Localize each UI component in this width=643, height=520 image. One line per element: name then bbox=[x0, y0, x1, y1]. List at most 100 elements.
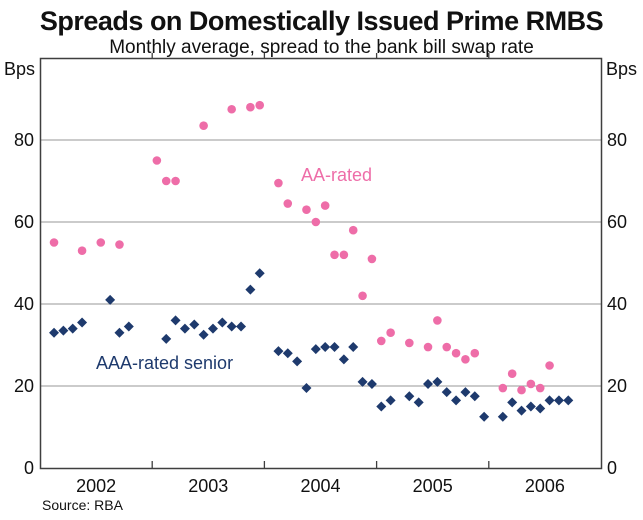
data-point-aa-rated bbox=[451, 348, 461, 358]
data-point-aa-rated bbox=[386, 328, 395, 338]
data-point-aa-rated bbox=[152, 156, 162, 165]
data-point-aa-rated bbox=[199, 121, 208, 130]
data-point-aaa-rated-senior bbox=[310, 344, 321, 355]
data-point-aaa-rated-senior bbox=[507, 397, 518, 408]
data-point-aaa-rated-senior bbox=[525, 401, 536, 412]
data-point-aaa-rated-senior bbox=[329, 342, 340, 353]
data-point-aaa-rated-senior bbox=[376, 401, 387, 412]
data-point-aaa-rated-senior bbox=[58, 325, 69, 336]
x-year-label-2002: 2002 bbox=[76, 476, 116, 496]
y-axis-unit-right: Bps bbox=[606, 59, 638, 79]
data-point-aaa-rated-senior bbox=[423, 378, 434, 389]
data-point-aaa-rated-senior bbox=[404, 391, 415, 402]
data-point-aaa-rated-senior bbox=[357, 376, 368, 387]
y-tick-label-right-60: 60 bbox=[607, 212, 627, 232]
data-point-aaa-rated-senior bbox=[282, 348, 293, 359]
data-point-aaa-rated-senior bbox=[469, 391, 480, 402]
data-point-aaa-rated-senior bbox=[254, 268, 265, 279]
data-point-aaa-rated-senior bbox=[226, 321, 237, 332]
data-point-aaa-rated-senior bbox=[179, 323, 190, 334]
data-point-aa-rated bbox=[526, 379, 536, 389]
data-point-aaa-rated-senior bbox=[460, 387, 471, 398]
series-label-aaa-rated-senior: AAA-rated senior bbox=[96, 353, 234, 373]
data-point-aa-rated bbox=[423, 342, 433, 352]
data-point-aaa-rated-senior bbox=[413, 397, 424, 408]
data-point-aaa-rated-senior bbox=[366, 378, 377, 389]
data-point-aaa-rated-senior bbox=[217, 317, 228, 328]
series-label-aa-rated: AA-rated bbox=[301, 165, 373, 185]
data-point-aa-rated bbox=[77, 246, 87, 255]
data-point-aa-rated bbox=[470, 348, 480, 358]
data-point-aaa-rated-senior bbox=[441, 387, 452, 398]
y-tick-label-right-0: 0 bbox=[607, 458, 617, 478]
data-point-aa-rated bbox=[517, 385, 526, 395]
data-point-aa-rated bbox=[96, 238, 106, 247]
data-point-aa-rated bbox=[227, 104, 236, 114]
data-point-aa-rated bbox=[507, 369, 517, 379]
data-point-aa-rated bbox=[115, 240, 124, 249]
data-point-aa-rated bbox=[376, 336, 386, 346]
x-year-label-2003: 2003 bbox=[188, 476, 228, 496]
data-point-aa-rated bbox=[161, 176, 171, 186]
data-point-aa-rated bbox=[255, 100, 265, 110]
data-point-aaa-rated-senior bbox=[273, 346, 284, 357]
data-point-aaa-rated-senior bbox=[451, 395, 462, 406]
data-point-aa-rated bbox=[545, 361, 554, 370]
data-point-aaa-rated-senior bbox=[198, 329, 209, 340]
data-point-aaa-rated-senior bbox=[114, 327, 125, 338]
chart-title: Spreads on Domestically Issued Prime RMB… bbox=[39, 6, 604, 36]
data-point-aaa-rated-senior bbox=[189, 319, 200, 330]
data-point-aa-rated bbox=[367, 254, 377, 264]
data-point-aa-rated bbox=[302, 205, 311, 214]
y-tick-label-right-40: 40 bbox=[607, 294, 627, 314]
data-point-aa-rated bbox=[339, 250, 349, 260]
data-point-aaa-rated-senior bbox=[432, 376, 443, 387]
data-point-aa-rated bbox=[348, 225, 358, 235]
data-point-aa-rated bbox=[171, 176, 180, 186]
data-point-aaa-rated-senior bbox=[497, 411, 508, 422]
data-point-aa-rated bbox=[246, 102, 255, 112]
data-point-aaa-rated-senior bbox=[170, 315, 181, 326]
data-point-aa-rated bbox=[49, 238, 59, 247]
data-point-aa-rated bbox=[498, 383, 508, 393]
y-tick-label-left-60: 60 bbox=[14, 212, 34, 232]
y-axis-unit-left: Bps bbox=[4, 59, 36, 79]
data-point-aaa-rated-senior bbox=[207, 323, 218, 334]
data-point-aa-rated bbox=[461, 355, 470, 364]
y-tick-label-left-40: 40 bbox=[14, 294, 34, 314]
y-tick-label-left-80: 80 bbox=[14, 130, 34, 150]
data-point-aa-rated bbox=[330, 250, 339, 260]
x-year-label-2004: 2004 bbox=[300, 476, 340, 496]
data-point-aaa-rated-senior bbox=[123, 321, 134, 332]
data-point-aaa-rated-senior bbox=[320, 342, 331, 353]
data-point-aa-rated bbox=[274, 178, 283, 188]
data-point-aaa-rated-senior bbox=[292, 356, 303, 367]
data-point-aaa-rated-senior bbox=[479, 411, 490, 422]
data-point-aaa-rated-senior bbox=[77, 317, 88, 328]
plot-frame bbox=[39, 57, 603, 470]
data-point-aaa-rated-senior bbox=[105, 294, 116, 305]
data-point-aaa-rated-senior bbox=[245, 284, 256, 295]
y-tick-label-left-20: 20 bbox=[14, 376, 34, 396]
data-point-aaa-rated-senior bbox=[67, 323, 78, 334]
data-point-aaa-rated-senior bbox=[348, 342, 359, 353]
y-tick-label-right-20: 20 bbox=[607, 376, 627, 396]
data-point-aaa-rated-senior bbox=[236, 321, 247, 332]
data-point-aaa-rated-senior bbox=[563, 395, 574, 406]
x-year-label-2006: 2006 bbox=[525, 476, 565, 496]
data-point-aaa-rated-senior bbox=[535, 403, 546, 414]
data-point-aa-rated bbox=[405, 338, 414, 348]
data-point-aa-rated bbox=[433, 316, 442, 325]
chart-subtitle: Monthly average, spread to the bank bill… bbox=[109, 37, 534, 58]
data-point-aaa-rated-senior bbox=[49, 327, 60, 338]
data-point-aaa-rated-senior bbox=[301, 383, 312, 394]
data-point-aa-rated bbox=[358, 291, 367, 301]
data-point-aa-rated bbox=[283, 199, 293, 208]
data-point-aa-rated bbox=[311, 217, 321, 227]
data-point-aaa-rated-senior bbox=[553, 395, 564, 406]
data-point-aa-rated bbox=[442, 342, 452, 352]
data-point-aaa-rated-senior bbox=[516, 405, 527, 416]
y-tick-label-right-80: 80 bbox=[607, 130, 627, 150]
data-point-aa-rated bbox=[535, 383, 545, 393]
